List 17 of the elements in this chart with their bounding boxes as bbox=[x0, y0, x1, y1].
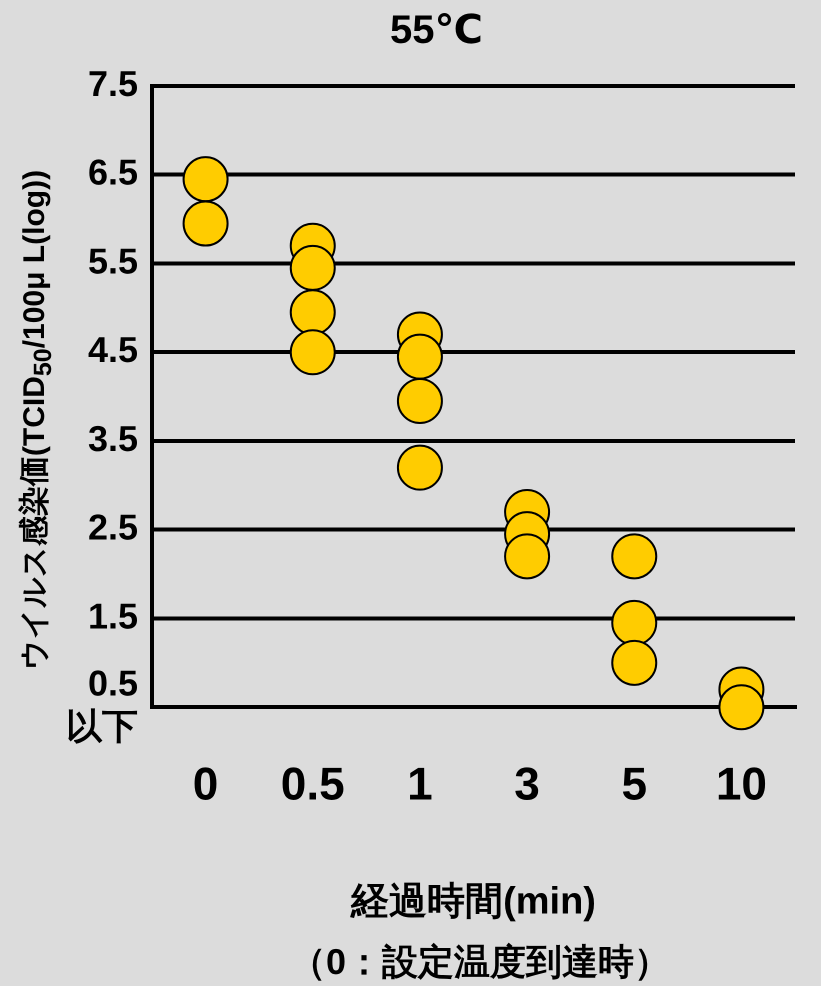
y-tick-label: 7.5 bbox=[88, 62, 138, 104]
x-axis-title: 経過時間(min) bbox=[350, 880, 596, 923]
x-tick-label: 0 bbox=[192, 757, 218, 810]
y-tick-label: 5.5 bbox=[88, 240, 138, 282]
y-tick-label: 1.5 bbox=[88, 595, 138, 636]
y-tick-label: 3.5 bbox=[88, 418, 138, 459]
y-tick-label: 0.5 以下 bbox=[66, 662, 138, 747]
x-tick-label: 5 bbox=[621, 757, 648, 810]
y-tick-label: 6.5 bbox=[88, 152, 138, 193]
text: （0：設定温度到達時） bbox=[290, 940, 670, 982]
y-tick-label: 4.5 bbox=[88, 329, 138, 370]
x-tick-label: 3 bbox=[514, 757, 540, 810]
x-tick-label: 10 bbox=[716, 757, 768, 810]
x-tick-label: 1 bbox=[407, 757, 433, 810]
y-tick-label: 2.5 bbox=[88, 506, 138, 548]
chart-title: 55℃ bbox=[390, 8, 483, 52]
x-tick-label: 0.5 bbox=[280, 757, 345, 810]
